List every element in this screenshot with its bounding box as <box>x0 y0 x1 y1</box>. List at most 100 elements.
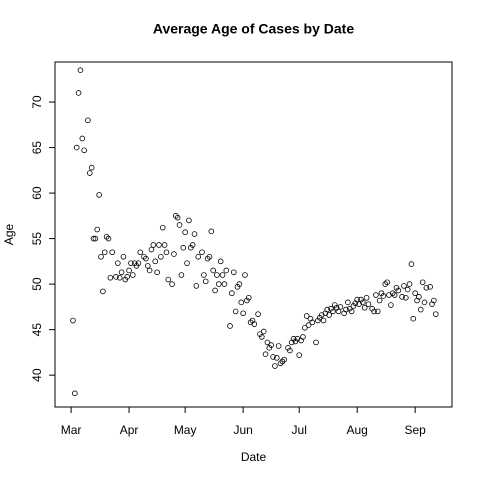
point <box>180 244 187 251</box>
point <box>345 299 351 306</box>
point <box>189 242 196 248</box>
point <box>360 299 366 306</box>
y-tick-label: 70 <box>30 95 44 109</box>
point <box>232 308 239 315</box>
point <box>223 267 230 274</box>
point <box>363 294 370 301</box>
point <box>174 214 181 221</box>
point <box>296 352 303 358</box>
x-tick-label: May <box>174 423 197 437</box>
point <box>227 323 233 329</box>
point <box>212 287 218 294</box>
point <box>240 310 246 317</box>
point <box>401 283 407 289</box>
point <box>337 304 344 310</box>
point <box>230 269 237 276</box>
point <box>406 281 413 287</box>
point <box>382 281 389 287</box>
point <box>150 242 157 248</box>
point <box>137 249 144 256</box>
point <box>128 260 134 266</box>
point <box>144 263 151 269</box>
point <box>94 226 101 233</box>
point <box>376 297 383 304</box>
point <box>206 254 213 260</box>
point <box>92 235 99 242</box>
point <box>100 288 106 295</box>
point <box>96 192 102 198</box>
point <box>262 351 269 358</box>
point <box>88 164 95 171</box>
point <box>79 135 86 142</box>
point <box>156 242 162 248</box>
point <box>171 251 177 257</box>
point <box>421 299 428 306</box>
point <box>118 269 125 276</box>
point <box>236 281 243 287</box>
point <box>242 272 248 278</box>
point <box>219 272 226 278</box>
point <box>399 294 405 300</box>
point <box>124 274 130 280</box>
point <box>384 279 390 286</box>
y-tick-label: 60 <box>30 186 44 200</box>
point <box>217 258 224 265</box>
point <box>259 334 265 340</box>
point <box>159 224 166 231</box>
point <box>343 306 349 313</box>
point <box>395 287 402 294</box>
point <box>380 293 387 299</box>
point <box>143 255 149 262</box>
point <box>173 213 179 219</box>
point <box>417 306 424 313</box>
x-tick-label: Jun <box>233 423 252 437</box>
x-tick-label: Sep <box>404 423 426 437</box>
point <box>107 274 114 281</box>
point <box>148 246 155 253</box>
point <box>229 290 235 297</box>
point <box>75 90 82 96</box>
point <box>431 297 437 304</box>
point <box>201 272 207 278</box>
point <box>423 284 430 291</box>
point <box>427 284 433 290</box>
point <box>330 308 336 315</box>
point <box>73 144 80 151</box>
point <box>129 272 136 278</box>
point <box>365 301 372 307</box>
point <box>270 354 276 360</box>
y-axis-label: Age <box>2 224 16 246</box>
point <box>324 306 331 313</box>
point <box>86 170 93 176</box>
point <box>287 347 293 354</box>
point <box>403 294 409 301</box>
point <box>279 358 286 365</box>
point <box>419 279 426 286</box>
point <box>195 254 202 260</box>
x-axis-label: Date <box>241 450 267 464</box>
point <box>113 274 119 280</box>
point <box>199 249 205 256</box>
point <box>115 260 121 266</box>
point <box>245 294 252 301</box>
point <box>186 217 192 224</box>
point <box>412 290 418 297</box>
point <box>90 235 97 242</box>
point <box>72 390 78 397</box>
point <box>98 254 104 260</box>
x-tick-label: Aug <box>347 423 368 437</box>
point <box>348 308 355 315</box>
point <box>169 281 175 287</box>
point <box>221 281 228 287</box>
y-tick-label: 65 <box>30 141 44 155</box>
point <box>361 304 368 311</box>
point <box>214 272 220 278</box>
point <box>272 363 278 369</box>
point <box>105 235 112 242</box>
point <box>238 299 245 306</box>
point <box>216 281 222 287</box>
point <box>178 272 185 278</box>
point <box>193 283 200 289</box>
point <box>371 308 377 315</box>
